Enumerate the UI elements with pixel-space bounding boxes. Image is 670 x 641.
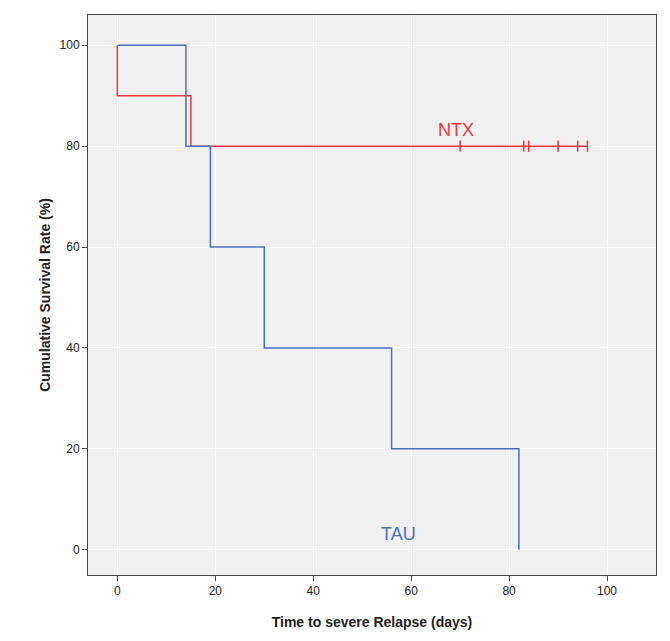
svg-text:0: 0 (73, 543, 80, 557)
svg-text:0: 0 (114, 584, 121, 598)
svg-text:NTX: NTX (438, 120, 474, 140)
svg-text:TAU: TAU (381, 524, 416, 544)
svg-text:100: 100 (60, 38, 80, 52)
svg-text:40: 40 (66, 341, 80, 355)
svg-text:20: 20 (209, 584, 223, 598)
svg-text:Cumulative Survival Rate (%): Cumulative Survival Rate (%) (37, 198, 53, 392)
svg-text:80: 80 (502, 584, 516, 598)
svg-text:40: 40 (307, 584, 321, 598)
svg-text:100: 100 (597, 584, 617, 598)
svg-text:60: 60 (66, 240, 80, 254)
svg-text:60: 60 (404, 584, 418, 598)
svg-text:80: 80 (66, 139, 80, 153)
svg-text:Time to severe Relapse (days): Time to severe Relapse (days) (272, 614, 473, 630)
svg-text:20: 20 (66, 442, 80, 456)
